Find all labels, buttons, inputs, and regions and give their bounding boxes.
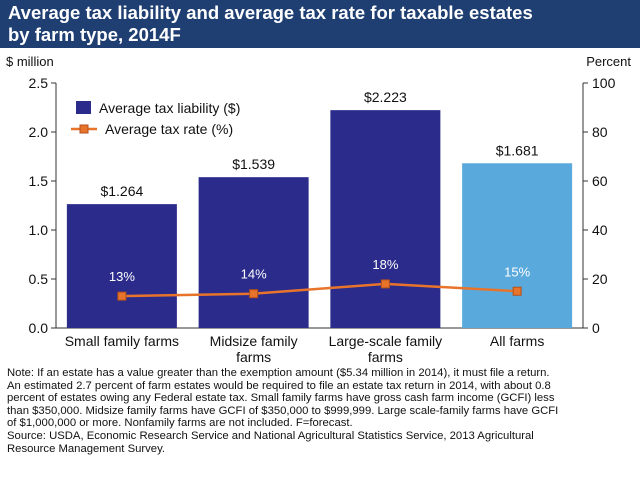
right-axis-label: Percent [586,54,631,69]
right-tick-label: 60 [592,173,608,189]
right-tick-label: 100 [592,75,616,91]
bar-1 [66,204,177,328]
tax-rate-label: 14% [241,267,267,282]
source-line: Resource Management Survey. [7,442,166,455]
bar-4 [462,163,573,328]
x-tick-label: Midsize family [210,333,298,349]
x-tick-label: Large-scale family [329,333,443,349]
tax-rate-line [121,282,518,298]
legend-label-rate: Average tax rate (%) [105,121,233,137]
right-tick-label: 0 [592,320,600,336]
tax-rate-label: 18% [372,257,398,272]
right-tick-label: 80 [592,124,608,140]
tax-rate-marker [512,286,522,296]
left-tick-label: 2.0 [29,124,49,140]
note-line: than $350,000. Midsize family farms have… [7,404,559,417]
bar-2 [198,177,309,328]
bar-value-label: $1.264 [100,183,143,199]
bar-value-label: $1.539 [232,156,275,172]
plot-area: 0.0 0.5 1.0 1.5 2.0 2.5 0 20 40 60 80 100 $1.264 Smal… [29,75,616,365]
x-tick-label: farms [368,349,403,365]
note-line: An estimated 2.7 percent of farm estates… [7,379,551,392]
chart-title-line-1: Average tax liability and average tax ra… [8,2,533,23]
legend-swatch-liability [76,101,91,114]
chart-title-banner: Average tax liability and average tax ra… [0,0,640,48]
left-axis-label: $ million [6,54,54,69]
combo-chart: $ million Percent 0.0 0.5 1.0 1.5 2.0 2.5 0 20 4… [6,54,631,365]
x-tick-label: Small family farms [65,333,179,349]
x-tick-label: farms [236,349,271,365]
left-tick-label: 2.5 [29,75,49,91]
tax-rate-label: 13% [109,269,135,284]
source-line: Source: USDA, Economic Research Service … [7,429,534,442]
bar-value-label: $2.223 [364,89,407,105]
tax-rate-marker [249,289,259,299]
tax-rate-marker [117,291,127,301]
legend-label-liability: Average tax liability ($) [99,100,240,116]
left-tick-label: 0.0 [29,320,49,336]
right-tick-label: 40 [592,222,608,238]
chart-notes: Note: If an estate has a value greater t… [7,367,635,455]
tax-rate-label: 15% [504,264,530,279]
bar-3 [330,110,441,328]
tax-rate-marker [380,279,390,289]
left-tick-label: 1.0 [29,222,49,238]
legend-marker-rate [79,124,89,134]
note-line: percent of estates owing any Federal est… [7,392,555,405]
bar-value-label: $1.681 [496,142,539,158]
left-tick-label: 0.5 [29,271,49,287]
right-tick-label: 20 [592,271,608,287]
x-tick-label: All farms [490,333,544,349]
left-tick-label: 1.5 [29,173,49,189]
note-line: of $1,000,000 or more. Nonfamily farms a… [7,417,353,430]
note-line: Note: If an estate has a value greater t… [7,367,550,379]
chart-title-line-2: by farm type, 2014F [8,24,181,45]
